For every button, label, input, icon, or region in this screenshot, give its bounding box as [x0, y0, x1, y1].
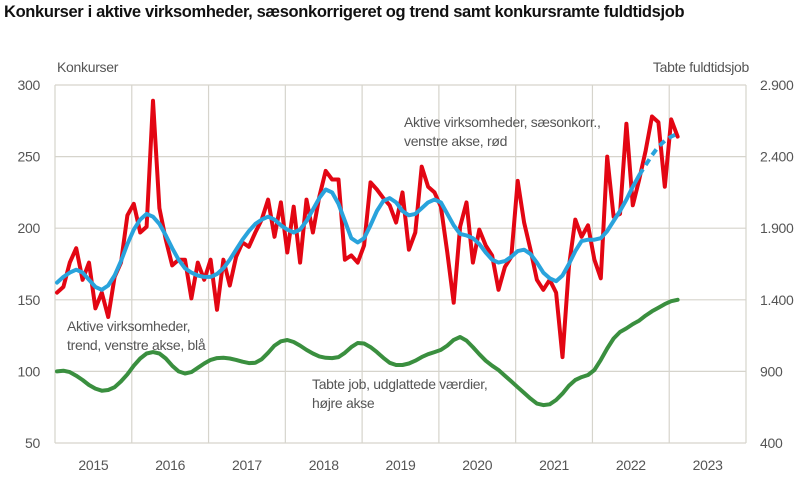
x-tick-label: 2022 [616, 457, 646, 473]
y-right-tick-label: 1.400 [760, 292, 794, 308]
chart-title: Konkurser i aktive virksomheder, sæsonko… [4, 3, 685, 21]
y-right-tick-label: 1.900 [760, 220, 794, 236]
left-axis-label: Konkurser [57, 59, 119, 75]
annotation-red-line1: Aktive virksomheder, sæsonkorr., [404, 114, 601, 130]
y-right-tick-label: 2.400 [760, 149, 794, 165]
x-tick-label: 2020 [462, 457, 492, 473]
y-left-tick-label: 250 [18, 149, 41, 165]
x-tick-label: 2016 [155, 457, 185, 473]
tick-labels: 300 2.900 250 2.400 200 1.900 150 1.400 100 900 50… [18, 77, 795, 473]
y-left-tick-label: 200 [18, 220, 41, 236]
series-lost-jobs-line [55, 297, 680, 408]
series-seasonal-line [55, 98, 680, 360]
annotation-blue-line1: Aktive virksomheder, [67, 318, 190, 334]
y-left-tick-label: 150 [18, 292, 41, 308]
y-left-tick-label: 100 [18, 363, 41, 379]
annotation-blue-line2: trend, venstre akse, blå [67, 337, 206, 353]
x-tick-label: 2018 [309, 457, 339, 473]
x-tick-label: 2015 [78, 457, 108, 473]
series-trend-line [55, 173, 642, 292]
y-right-tick-label: 900 [760, 363, 783, 379]
x-tick-label: 2017 [232, 457, 262, 473]
annotation-green-line1: Tabte job, udglattede værdier, [312, 376, 487, 392]
series-lines [55, 98, 680, 408]
x-tick-label: 2023 [693, 457, 723, 473]
annotation-red-line2: venstre akse, rød [404, 133, 507, 149]
right-axis-label: Tabte fuldtidsjob [653, 59, 750, 75]
y-right-tick-label: 400 [760, 435, 783, 451]
y-left-tick-label: 300 [18, 77, 41, 93]
x-tick-label: 2019 [386, 457, 416, 473]
annotation-green-line2: højre akse [312, 395, 375, 411]
x-tick-label: 2021 [539, 457, 569, 473]
y-left-tick-label: 50 [25, 435, 40, 451]
y-right-tick-label: 2.900 [760, 77, 794, 93]
